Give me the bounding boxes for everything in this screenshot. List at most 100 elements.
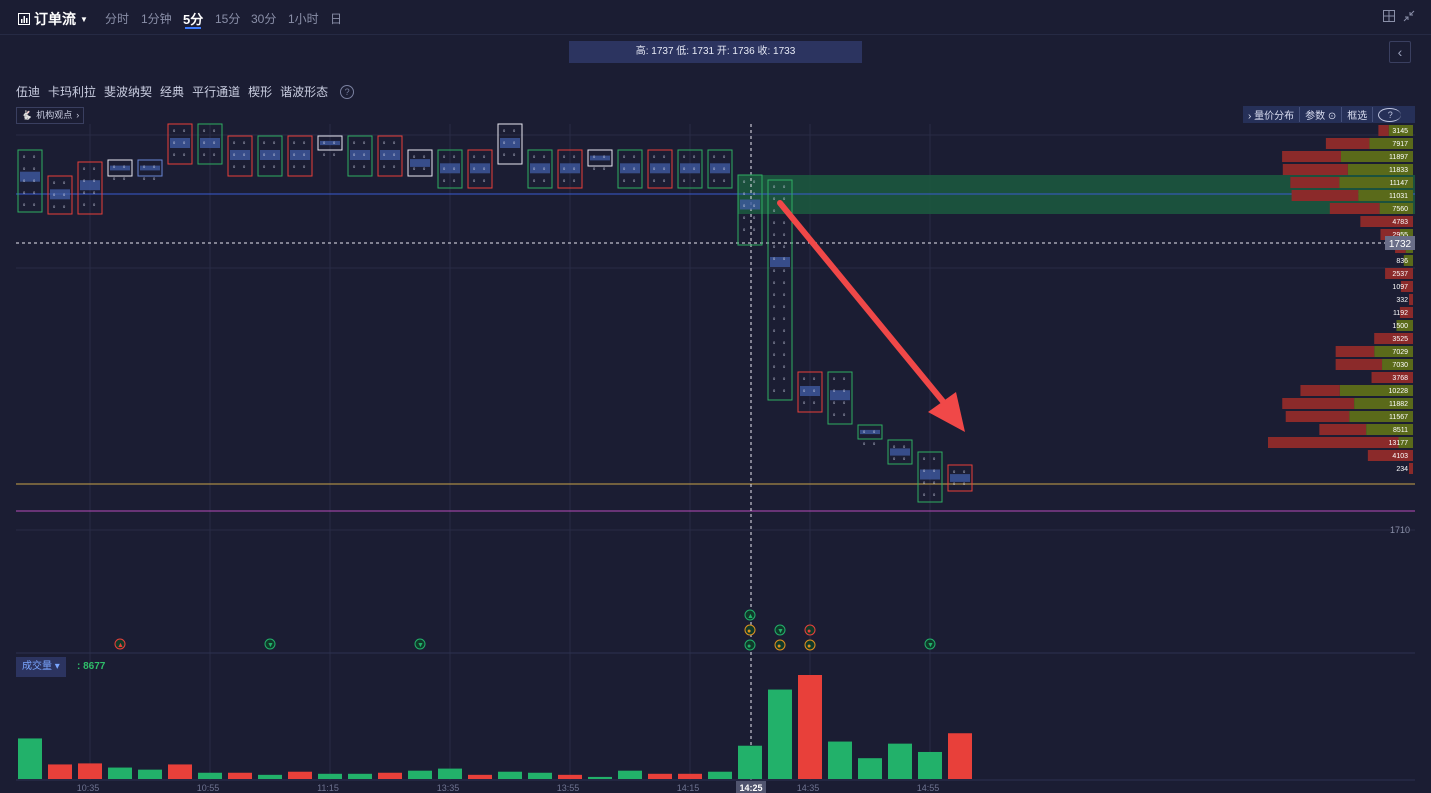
params-button[interactable]: 参数 ⊙ xyxy=(1300,107,1343,122)
footprint-candle: 0 0 0 0 xyxy=(407,149,433,177)
signal-glyph: ● xyxy=(777,643,781,650)
profile-volume-label: 836 xyxy=(1396,258,1408,265)
tool-woodie[interactable]: 伍迪 xyxy=(16,85,41,99)
tab-timeframe-1min[interactable]: 1分钟 xyxy=(141,12,172,26)
tab-timeframe-fenshi[interactable]: 分时 xyxy=(105,12,130,26)
volume-bar xyxy=(738,745,762,779)
profile-volume-label: 11031 xyxy=(1389,193,1408,200)
tool-harmonic[interactable]: 谐波形态 xyxy=(280,85,329,99)
candle-body xyxy=(197,123,223,165)
profile-bar-sell xyxy=(1409,463,1413,474)
volume-indicator-select[interactable]: 成交量 ▾ xyxy=(16,657,66,677)
bid-cell: 0 xyxy=(413,154,416,159)
ask-cell: 0 xyxy=(93,166,96,171)
top-bar: 订单流 ▼ 分时 1分钟 5分 15分 30分 1小时 日 xyxy=(0,0,1431,34)
tool-parallel-channel[interactable]: 平行通道 xyxy=(192,85,241,99)
bid-cell: 0 xyxy=(653,154,656,159)
candle-body xyxy=(17,149,43,213)
ask-cell: 0 xyxy=(783,292,786,297)
candle-body xyxy=(317,135,343,151)
volume-bar xyxy=(468,774,492,779)
ask-cell: 0 xyxy=(543,154,546,159)
ask-cell: 0 xyxy=(483,178,486,183)
candle-body xyxy=(47,175,73,215)
ask-cell: 0 xyxy=(903,444,906,449)
bid-cell: 0 xyxy=(773,196,776,201)
profile-volume-label: 7560 xyxy=(1392,206,1408,213)
profile-volume-label: 13177 xyxy=(1389,440,1409,447)
horizontal-lines xyxy=(16,124,1415,780)
candle-body xyxy=(167,123,193,165)
poc-cell xyxy=(290,150,310,160)
ask-cell: 0 xyxy=(783,244,786,249)
layout-grid-icon[interactable] xyxy=(1383,10,1395,25)
footprint-candle: 0 0 0 0 xyxy=(317,135,343,157)
ask-cell: 0 xyxy=(543,178,546,183)
ask-cell: 0 xyxy=(93,178,96,183)
bid-cell: 0 xyxy=(923,468,926,473)
candle-body xyxy=(557,149,583,189)
volume-bar xyxy=(528,772,552,779)
tab-timeframe-30min[interactable]: 30分 xyxy=(251,12,277,26)
time-axis: 10:35 10:55 11:15 13:35 13:55 14:15 14:25 14:35… xyxy=(16,779,1415,793)
bid-cell: 0 xyxy=(773,304,776,309)
volume-bar xyxy=(198,772,222,779)
signal-glyph: ▼ xyxy=(417,642,424,649)
bid-cell: 0 xyxy=(443,166,446,171)
time-tick-label: 10:35 xyxy=(77,783,100,793)
bid-cell: 0 xyxy=(923,492,926,497)
tab-timeframe-1hour[interactable]: 1小时 xyxy=(288,12,319,26)
footprint-candle: 0 0 0 0 0 0 xyxy=(497,123,523,165)
bid-cell: 0 xyxy=(113,176,116,181)
footprint-candle: 0 0 0 0 0 0 xyxy=(467,149,493,189)
candle-body xyxy=(77,161,103,215)
candle-body xyxy=(497,123,523,165)
tool-classic[interactable]: 经典 xyxy=(160,85,185,99)
candle-body xyxy=(707,149,733,189)
ask-cell: 0 xyxy=(723,178,726,183)
back-button[interactable]: ‹ xyxy=(1389,41,1411,63)
help-icon[interactable]: ? xyxy=(340,84,355,99)
bid-cell: 0 xyxy=(293,140,296,145)
collapse-icon[interactable] xyxy=(1403,10,1415,25)
bid-cell: 0 xyxy=(23,166,26,171)
time-tick-label: 10:55 xyxy=(197,783,220,793)
tool-camarilla[interactable]: 卡玛利拉 xyxy=(48,85,97,99)
bid-cell: 0 xyxy=(893,444,896,449)
volume-bar xyxy=(558,774,582,779)
volume-bar xyxy=(828,741,852,779)
bid-cell: 0 xyxy=(893,456,896,461)
box-select-button[interactable]: 框选 xyxy=(1342,107,1374,122)
tab-timeframe-15min[interactable]: 15分 xyxy=(215,12,241,26)
bid-cell: 0 xyxy=(653,166,656,171)
bid-cell: 0 xyxy=(953,481,956,486)
price-profile-button[interactable]: › 量价分布 xyxy=(1243,107,1301,122)
profile-bar-buy xyxy=(1396,320,1413,331)
chevron-right-icon: › xyxy=(76,110,80,120)
chart-icon xyxy=(18,13,30,25)
bid-cell: 0 xyxy=(23,190,26,195)
candle-body xyxy=(467,149,493,189)
bid-cell: 0 xyxy=(503,152,506,157)
poc-cell xyxy=(950,474,970,482)
profile-bar-buy xyxy=(1349,411,1413,422)
right-help-icon[interactable]: ? xyxy=(1373,107,1406,122)
volume-bar xyxy=(678,773,702,779)
institution-view-button[interactable]: 🐇 机构观点 › xyxy=(16,107,85,124)
tab-timeframe-5min[interactable]: 5分 xyxy=(183,9,203,29)
ask-cell: 0 xyxy=(963,469,966,474)
profile-bar-buy xyxy=(1405,242,1413,253)
chart-title[interactable]: 订单流 ▼ xyxy=(18,9,88,29)
bid-cell: 0 xyxy=(593,154,596,159)
profile-bar-buy xyxy=(1382,359,1413,370)
tool-fibonacci[interactable]: 斐波纳契 xyxy=(104,85,153,99)
ask-cell: 0 xyxy=(513,140,516,145)
ask-cell: 0 xyxy=(813,400,816,405)
bid-cell: 0 xyxy=(533,178,536,183)
bid-cell: 0 xyxy=(173,140,176,145)
tab-timeframe-day[interactable]: 日 xyxy=(330,12,343,26)
footprint-candle: 0 0 0 0 0 0 xyxy=(347,135,373,177)
bid-cell: 0 xyxy=(743,191,746,196)
tool-wedge[interactable]: 楔形 xyxy=(248,85,273,99)
